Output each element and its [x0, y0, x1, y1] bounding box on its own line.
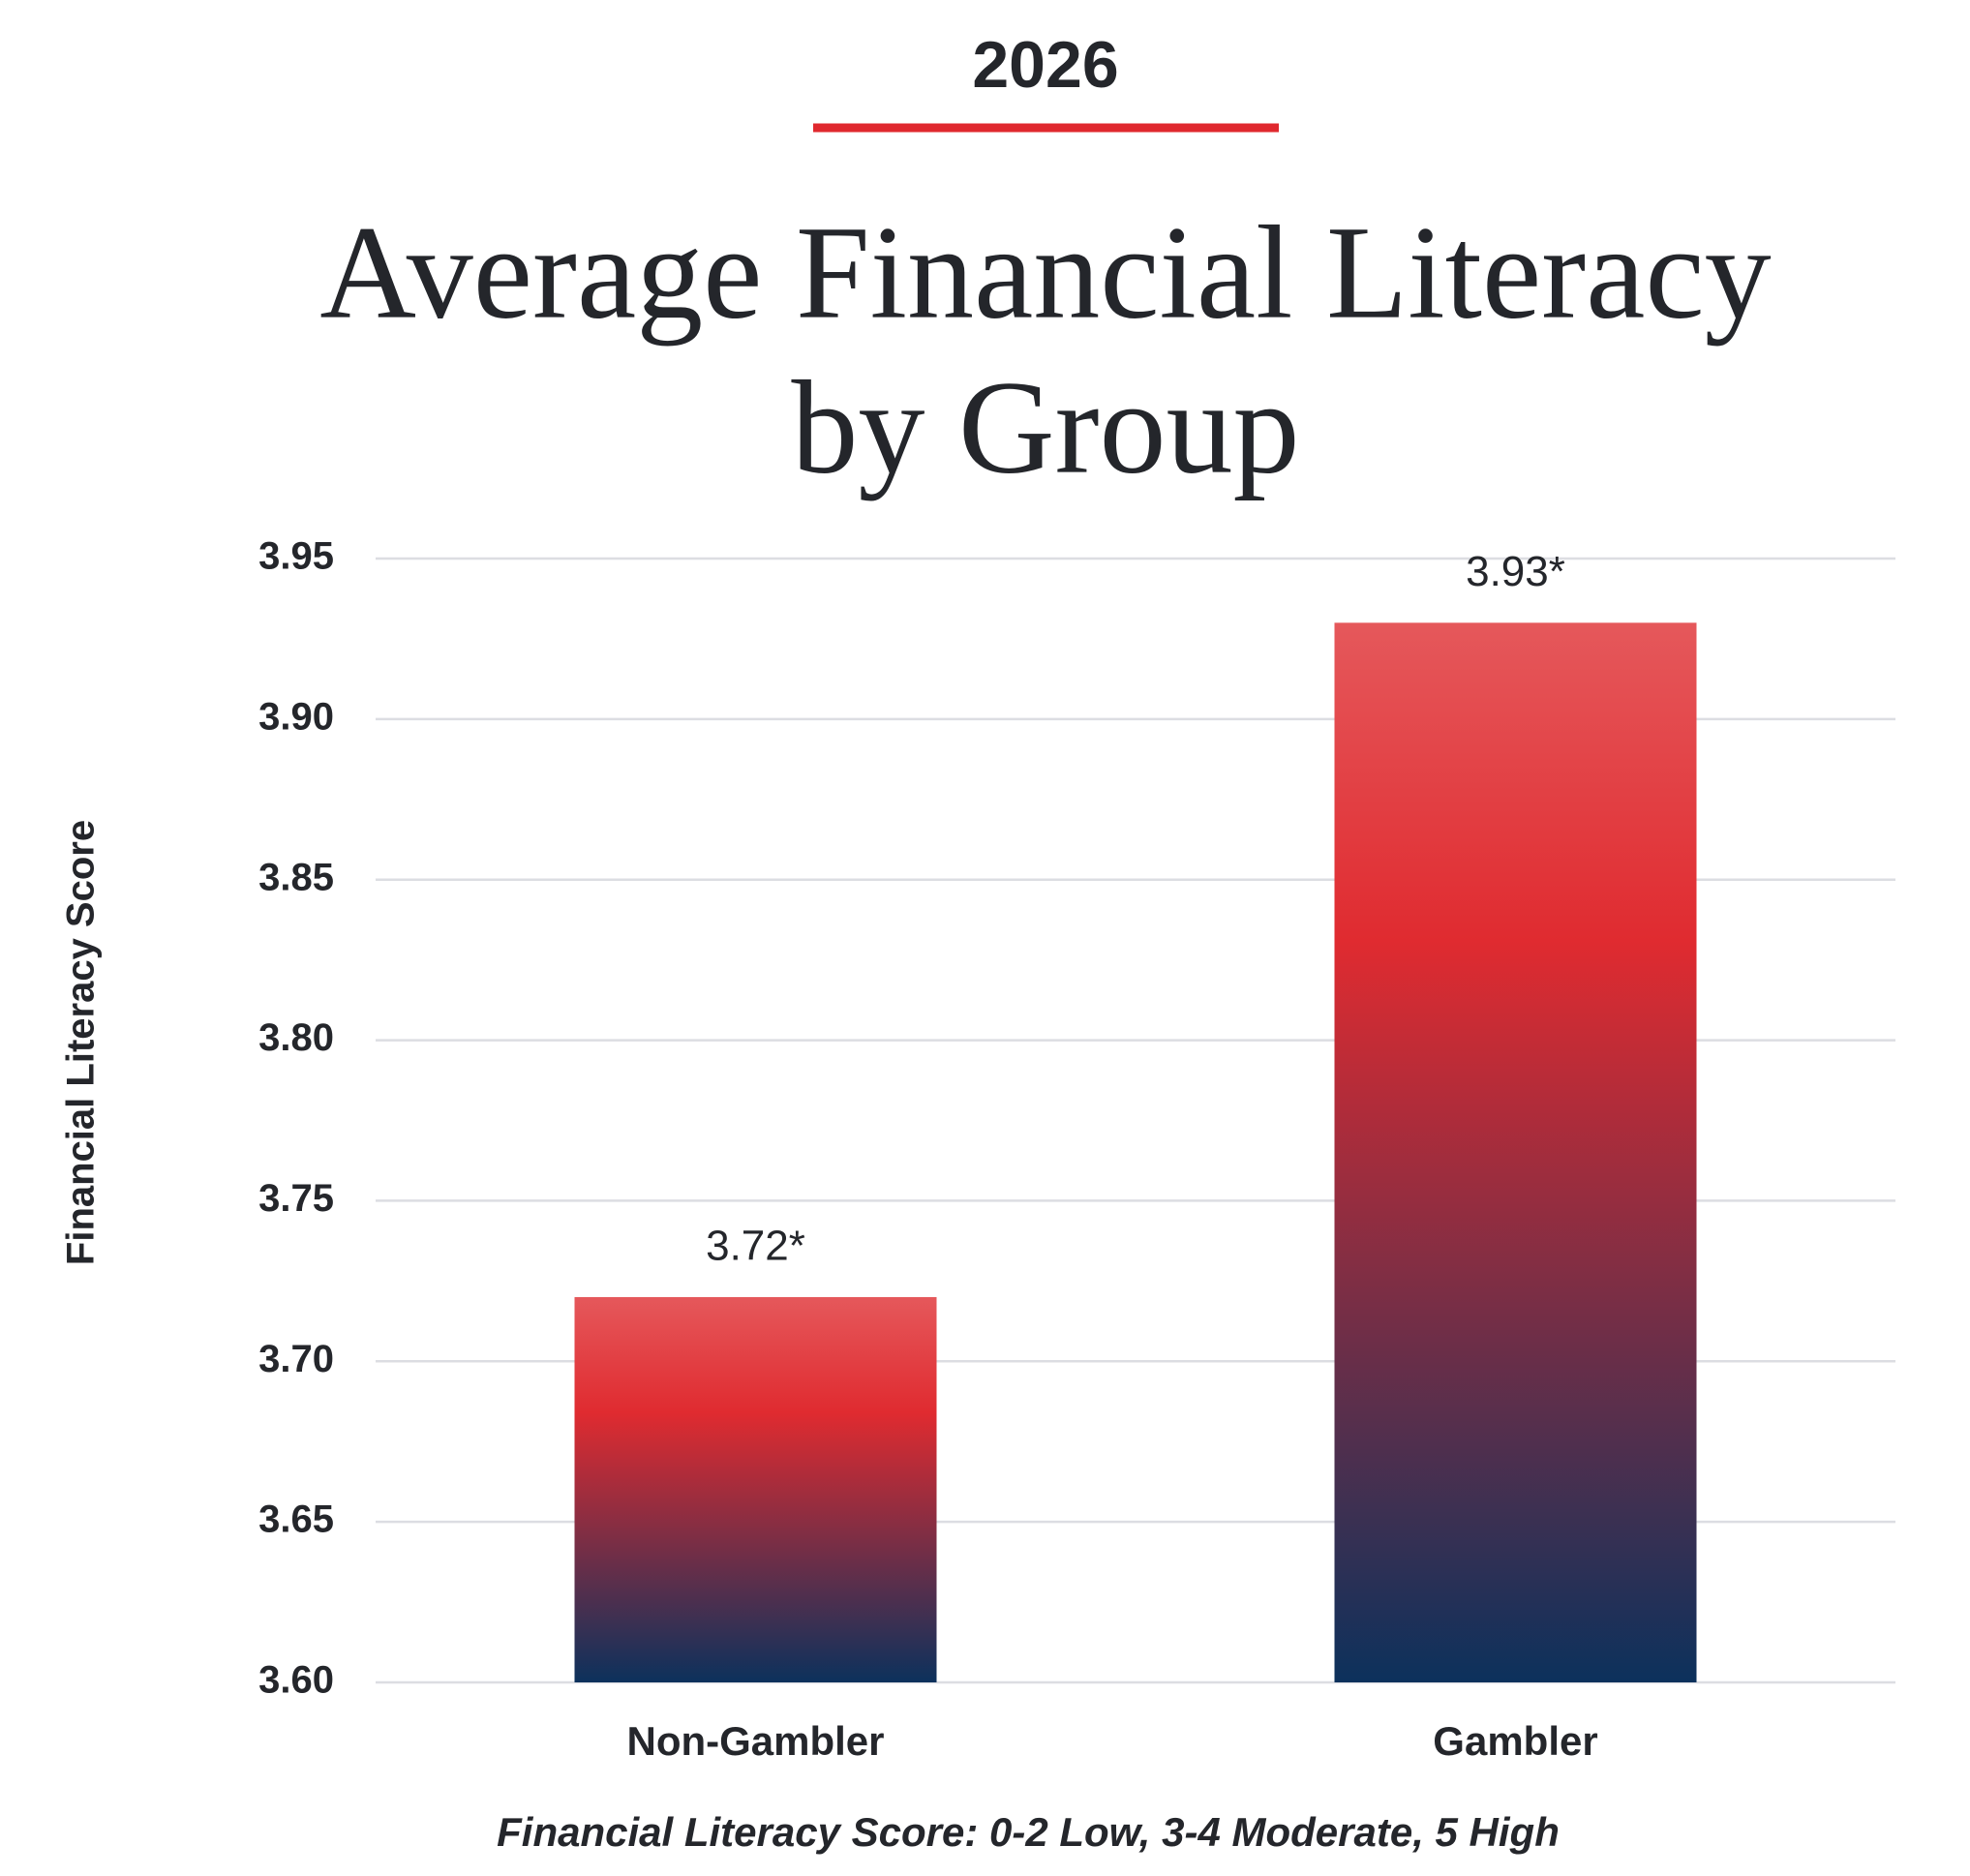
y-tick-label: 3.80 — [258, 1016, 334, 1059]
y-tick-label: 3.60 — [258, 1659, 334, 1702]
chart-title: Average Financial Literacy — [319, 198, 1771, 347]
x-tick-label: Gambler — [1433, 1718, 1597, 1764]
y-tick-label: 3.65 — [258, 1498, 334, 1541]
bar — [1334, 622, 1697, 1683]
y-axis-label: Financial Literacy Score — [60, 820, 103, 1265]
kicker: 2026 — [972, 28, 1118, 102]
bar — [574, 1296, 937, 1682]
x-tick-label: Non-Gambler — [626, 1718, 884, 1764]
data-label: 3.93* — [1466, 548, 1565, 595]
y-tick-label: 3.95 — [258, 535, 334, 578]
y-tick-label: 3.90 — [258, 695, 334, 738]
y-tick-label: 3.85 — [258, 856, 334, 898]
y-tick-label: 3.70 — [258, 1338, 334, 1380]
footnote: Financial Literacy Score: 0-2 Low, 3-4 M… — [497, 1809, 1560, 1855]
y-tick-label: 3.75 — [258, 1177, 334, 1220]
data-label: 3.72* — [706, 1223, 805, 1270]
chart-title: by Group — [791, 353, 1299, 501]
